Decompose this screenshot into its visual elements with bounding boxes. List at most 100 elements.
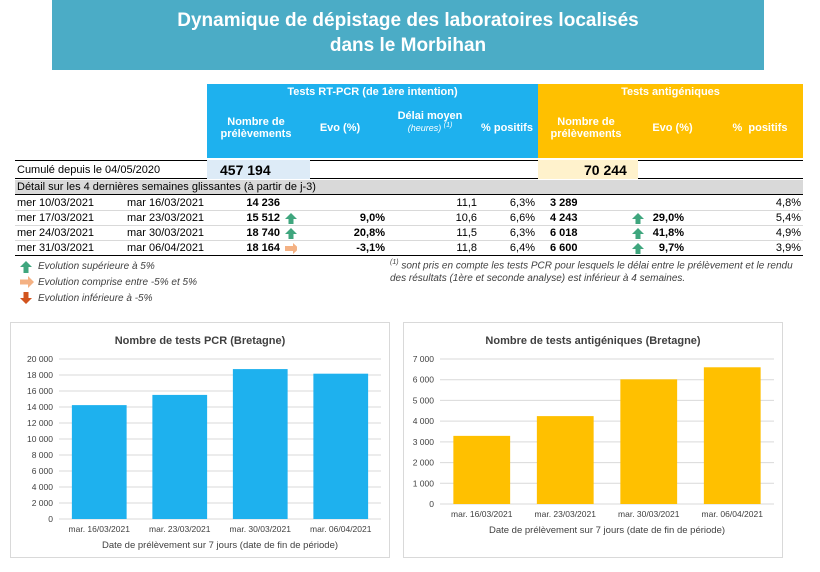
page-banner: Dynamique de dépistage des laboratoires … [52,0,764,70]
x-tick-label: mar. 23/03/2021 [535,509,597,519]
y-tick-label: 2 000 [32,498,54,508]
row-end-date: mar 23/03/2021 [127,212,205,224]
y-tick-label: 20 000 [27,354,53,364]
table-row: mer 24/03/2021 mar 30/03/2021 18 740 20,8% 1… [15,226,803,241]
col-header-evo: Evo (%) [310,120,370,136]
page-title-line2: dans le Morbihan [329,35,487,56]
cumul-label: Cumulé depuis le 04/05/2020 [17,164,161,176]
antigen-section-header: Tests antigéniques [538,84,803,100]
footnote-mark: (1) [390,259,399,266]
bar [232,369,288,519]
row-pcr-evo: 20,8% [353,227,385,239]
table-row: mer 31/03/2021 mar 06/04/2021 18 164 -3,1% 1… [15,241,803,256]
x-tick-label: mar. 06/04/2021 [702,509,764,519]
col-header-evo-ag: Evo (%) [640,120,705,136]
row-pcr-positifs: 6,6% [509,212,535,224]
cumul-pcr-cell [207,160,310,179]
cumul-ag-cell [538,160,638,179]
y-tick-label: 2 000 [413,458,435,468]
legend-down: Evolution inférieure à -5% [38,293,153,304]
antigen-chart: Nombre de tests antigéniques (Bretagne) … [403,322,783,558]
legend-up: Evolution supérieure à 5% [38,261,155,272]
col-header-delai-unit-wrap: (heures) (1) [380,122,480,133]
bar [620,379,678,504]
row-ag-count: 6 600 [550,242,578,254]
row-ag-evo: 41,8% [652,227,684,239]
row-delai: 10,6 [455,212,477,224]
row-ag-positifs: 3,9% [775,242,801,254]
antigen-chart-title: Nombre de tests antigéniques (Bretagne) [485,335,701,347]
y-tick-label: 16 000 [27,386,53,396]
row-delai: 11,1 [456,197,477,209]
y-tick-label: 0 [429,499,434,509]
x-axis-label: Date de prélèvement sur 7 jours (date de… [489,525,725,536]
bar [71,405,127,519]
pcr-section-header: Tests RT-PCR (de 1ère intention) [207,84,538,100]
row-ag-evo: 9,7% [658,242,684,254]
col-header-delai-unit: (heures) [407,123,442,133]
y-tick-label: 14 000 [27,402,53,412]
col-header-prelevements: Nombre de prélèvements [212,113,300,143]
col-header-delai-note: (1) [443,122,453,129]
arrow-right-icon [20,276,34,288]
x-tick-label: mar. 16/03/2021 [451,509,513,519]
detail-label-row [15,180,803,195]
row-ag-count: 3 289 [550,197,578,209]
arrow-up-icon [285,228,297,239]
y-tick-label: 4 000 [32,482,54,492]
arrow-up-icon [632,228,644,239]
row-ag-evo: 29,0% [652,212,684,224]
arrow-up-icon [285,213,297,224]
row-ag-count: 6 018 [550,227,578,239]
y-tick-label: 10 000 [27,434,53,444]
arrow-up-icon [632,213,644,224]
row-ag-positifs: 4,8% [775,197,801,209]
arrow-up-icon [632,243,644,254]
col-header-prelevements-ag: Nombre de prélèvements [540,113,632,143]
legend-flat: Evolution comprise entre -5% et 5% [38,277,197,288]
row-delai: 11,8 [456,242,477,254]
row-pcr-count: 18 740 [246,227,280,239]
row-pcr-positifs: 6,3% [509,197,535,209]
bar [703,367,761,504]
y-tick-label: 8 000 [32,450,54,460]
footnote-line1: (1) sont pris en compte les tests PCR po… [390,259,793,271]
footnote-line2: des résultats (1ère et seconde analyse) … [390,273,686,284]
y-tick-label: 6 000 [32,466,54,476]
arrow-down-icon [20,292,32,304]
row-pcr-evo: 9,0% [359,212,385,224]
y-tick-label: 3 000 [413,437,435,447]
row-pcr-count: 14 236 [246,197,280,209]
detail-label: Détail sur les 4 dernières semaines glis… [17,181,316,193]
cumul-ag-value: 70 244 [584,162,627,178]
y-tick-label: 7 000 [413,354,435,364]
arrow-right-icon [285,243,297,254]
x-axis-label: Date de prélèvement sur 7 jours (date de… [102,540,338,551]
row-start-date: mer 24/03/2021 [17,227,95,239]
row-pcr-positifs: 6,3% [509,227,535,239]
cumul-row [15,160,803,179]
row-ag-positifs: 5,4% [775,212,801,224]
y-tick-label: 5 000 [413,395,435,405]
x-tick-label: mar. 30/03/2021 [230,524,292,534]
table-row: mer 17/03/2021 mar 23/03/2021 15 512 9,0% 10… [15,211,803,226]
row-ag-positifs: 4,9% [775,227,801,239]
col-header-positifs: % positifs [476,120,538,136]
pcr-section-header-label: Tests RT-PCR (de 1ère intention) [287,86,458,98]
x-tick-label: mar. 30/03/2021 [618,509,680,519]
antigen-chart-svg: 0 1 000 2 000 3 000 4 000 5 000 6 000 7 000 mar.… [413,354,774,536]
row-end-date: mar 30/03/2021 [127,227,205,239]
table-bottom-border [15,255,803,256]
bar [152,394,208,519]
row-pcr-evo: -3,1% [356,242,385,254]
row-end-date: mar 16/03/2021 [127,197,205,209]
cumul-pcr-value: 457 194 [220,162,271,178]
row-start-date: mer 17/03/2021 [17,212,95,224]
y-tick-label: 1 000 [413,478,435,488]
row-end-date: mar 06/04/2021 [127,242,205,254]
y-tick-label: 18 000 [27,370,53,380]
bar [313,373,369,519]
x-tick-label: mar. 16/03/2021 [69,524,131,534]
col-header-positifs-ag: % positifs [720,120,800,136]
row-start-date: mer 31/03/2021 [17,242,95,254]
